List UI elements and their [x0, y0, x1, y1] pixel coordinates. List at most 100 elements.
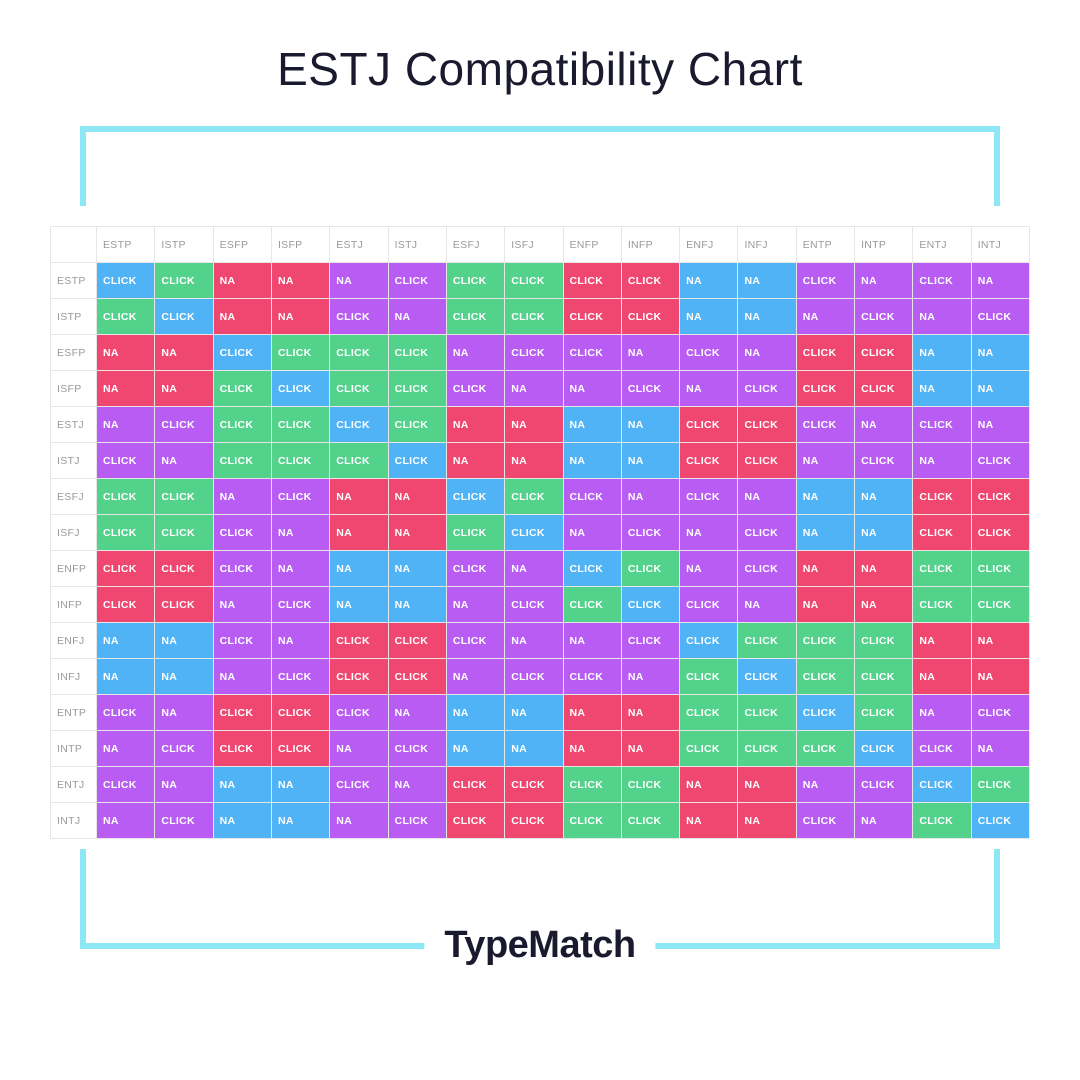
compat-cell[interactable]: CLICK: [388, 335, 446, 371]
compat-cell[interactable]: CLICK: [738, 371, 796, 407]
compat-cell[interactable]: CLICK: [738, 443, 796, 479]
compat-cell[interactable]: CLICK: [213, 407, 271, 443]
compat-cell[interactable]: CLICK: [855, 695, 913, 731]
compat-cell[interactable]: CLICK: [738, 551, 796, 587]
compat-cell[interactable]: CLICK: [971, 515, 1029, 551]
compat-cell[interactable]: CLICK: [330, 767, 388, 803]
compat-cell[interactable]: CLICK: [563, 299, 621, 335]
compat-cell[interactable]: CLICK: [213, 695, 271, 731]
compat-cell[interactable]: CLICK: [913, 587, 971, 623]
compat-cell[interactable]: CLICK: [621, 803, 679, 839]
compat-cell[interactable]: CLICK: [505, 335, 563, 371]
compat-cell[interactable]: CLICK: [388, 371, 446, 407]
compat-cell[interactable]: CLICK: [388, 803, 446, 839]
compat-cell[interactable]: CLICK: [155, 731, 213, 767]
compat-cell[interactable]: CLICK: [621, 623, 679, 659]
compat-cell[interactable]: CLICK: [505, 299, 563, 335]
compat-cell[interactable]: CLICK: [621, 371, 679, 407]
compat-cell[interactable]: CLICK: [446, 515, 504, 551]
compat-cell[interactable]: CLICK: [505, 767, 563, 803]
compat-cell[interactable]: CLICK: [563, 659, 621, 695]
compat-cell[interactable]: CLICK: [505, 479, 563, 515]
compat-cell[interactable]: CLICK: [388, 659, 446, 695]
compat-cell[interactable]: CLICK: [97, 767, 155, 803]
compat-cell[interactable]: CLICK: [913, 731, 971, 767]
compat-cell[interactable]: CLICK: [505, 587, 563, 623]
compat-cell[interactable]: CLICK: [563, 803, 621, 839]
compat-cell[interactable]: CLICK: [213, 623, 271, 659]
compat-cell[interactable]: CLICK: [855, 659, 913, 695]
compat-cell[interactable]: CLICK: [563, 335, 621, 371]
compat-cell[interactable]: CLICK: [855, 371, 913, 407]
compat-cell[interactable]: CLICK: [796, 731, 854, 767]
compat-cell[interactable]: CLICK: [446, 623, 504, 659]
compat-cell[interactable]: CLICK: [155, 803, 213, 839]
compat-cell[interactable]: CLICK: [680, 623, 738, 659]
compat-cell[interactable]: CLICK: [855, 623, 913, 659]
compat-cell[interactable]: CLICK: [971, 299, 1029, 335]
compat-cell[interactable]: CLICK: [971, 695, 1029, 731]
compat-cell[interactable]: CLICK: [738, 515, 796, 551]
compat-cell[interactable]: CLICK: [563, 587, 621, 623]
compat-cell[interactable]: CLICK: [388, 731, 446, 767]
compat-cell[interactable]: CLICK: [913, 767, 971, 803]
compat-cell[interactable]: CLICK: [563, 767, 621, 803]
compat-cell[interactable]: CLICK: [330, 299, 388, 335]
compat-cell[interactable]: CLICK: [97, 587, 155, 623]
compat-cell[interactable]: CLICK: [621, 263, 679, 299]
compat-cell[interactable]: CLICK: [213, 443, 271, 479]
compat-cell[interactable]: CLICK: [855, 767, 913, 803]
compat-cell[interactable]: CLICK: [330, 335, 388, 371]
compat-cell[interactable]: CLICK: [213, 335, 271, 371]
compat-cell[interactable]: CLICK: [738, 695, 796, 731]
compat-cell[interactable]: CLICK: [971, 767, 1029, 803]
compat-cell[interactable]: CLICK: [913, 479, 971, 515]
compat-cell[interactable]: CLICK: [680, 335, 738, 371]
compat-cell[interactable]: CLICK: [738, 623, 796, 659]
compat-cell[interactable]: CLICK: [680, 479, 738, 515]
compat-cell[interactable]: CLICK: [680, 731, 738, 767]
compat-cell[interactable]: CLICK: [388, 263, 446, 299]
compat-cell[interactable]: CLICK: [155, 407, 213, 443]
compat-cell[interactable]: CLICK: [971, 803, 1029, 839]
compat-cell[interactable]: CLICK: [97, 479, 155, 515]
compat-cell[interactable]: CLICK: [913, 263, 971, 299]
compat-cell[interactable]: CLICK: [388, 623, 446, 659]
compat-cell[interactable]: CLICK: [913, 803, 971, 839]
compat-cell[interactable]: CLICK: [446, 263, 504, 299]
compat-cell[interactable]: CLICK: [738, 407, 796, 443]
compat-cell[interactable]: CLICK: [796, 263, 854, 299]
compat-cell[interactable]: CLICK: [271, 443, 329, 479]
compat-cell[interactable]: CLICK: [155, 551, 213, 587]
compat-cell[interactable]: CLICK: [796, 335, 854, 371]
compat-cell[interactable]: CLICK: [446, 767, 504, 803]
compat-cell[interactable]: CLICK: [971, 551, 1029, 587]
compat-cell[interactable]: CLICK: [505, 803, 563, 839]
compat-cell[interactable]: CLICK: [330, 695, 388, 731]
compat-cell[interactable]: CLICK: [621, 587, 679, 623]
compat-cell[interactable]: CLICK: [446, 551, 504, 587]
compat-cell[interactable]: CLICK: [796, 371, 854, 407]
compat-cell[interactable]: CLICK: [271, 479, 329, 515]
compat-cell[interactable]: CLICK: [913, 551, 971, 587]
compat-cell[interactable]: CLICK: [155, 299, 213, 335]
compat-cell[interactable]: CLICK: [155, 479, 213, 515]
compat-cell[interactable]: CLICK: [271, 371, 329, 407]
compat-cell[interactable]: CLICK: [913, 515, 971, 551]
compat-cell[interactable]: CLICK: [97, 695, 155, 731]
compat-cell[interactable]: CLICK: [855, 335, 913, 371]
compat-cell[interactable]: CLICK: [388, 407, 446, 443]
compat-cell[interactable]: CLICK: [330, 371, 388, 407]
compat-cell[interactable]: CLICK: [446, 803, 504, 839]
compat-cell[interactable]: CLICK: [330, 623, 388, 659]
compat-cell[interactable]: CLICK: [213, 551, 271, 587]
compat-cell[interactable]: CLICK: [446, 299, 504, 335]
compat-cell[interactable]: CLICK: [621, 299, 679, 335]
compat-cell[interactable]: CLICK: [971, 587, 1029, 623]
compat-cell[interactable]: CLICK: [271, 407, 329, 443]
compat-cell[interactable]: CLICK: [271, 659, 329, 695]
compat-cell[interactable]: CLICK: [155, 263, 213, 299]
compat-cell[interactable]: CLICK: [213, 515, 271, 551]
compat-cell[interactable]: CLICK: [155, 587, 213, 623]
compat-cell[interactable]: CLICK: [330, 659, 388, 695]
